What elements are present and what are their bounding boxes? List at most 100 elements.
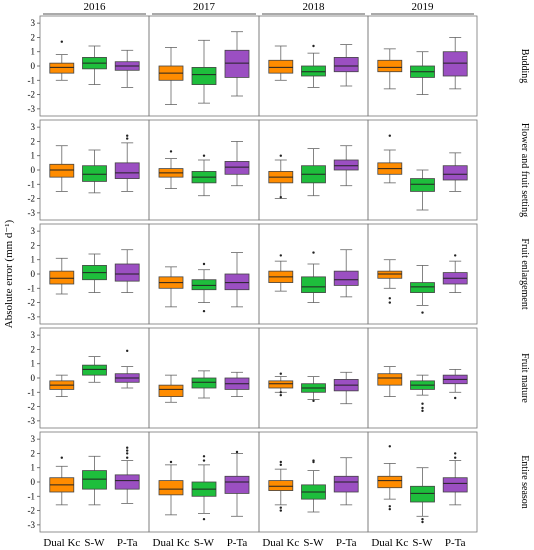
y-tick-label: 1 <box>31 151 36 161</box>
box <box>49 270 75 285</box>
outlier-point <box>169 460 173 464</box>
panel-frame <box>367 431 478 533</box>
outlier-point <box>126 456 129 459</box>
y-tick-label: 3 <box>31 434 36 444</box>
stage-label: Fruit enlargement <box>519 238 530 309</box>
box <box>114 474 140 490</box>
panel-frame <box>367 15 478 117</box>
y-axis-label: Absolute error (mm d⁻¹) <box>3 219 15 328</box>
outlier-point <box>421 409 424 413</box>
box <box>333 270 359 286</box>
outlier-point <box>279 460 282 464</box>
outlier-point <box>279 506 282 509</box>
x-tick-label: Dual Kc <box>153 537 190 549</box>
outlier-point <box>126 137 129 140</box>
x-tick-label: Dual Kc <box>43 537 80 549</box>
box <box>82 165 107 182</box>
outlier-point <box>388 505 391 508</box>
box <box>49 62 75 74</box>
x-tick-label: S-W <box>194 537 215 549</box>
year-label: 2018 <box>303 1 326 13</box>
y-tick-label: 0 <box>31 165 36 175</box>
outlier-point <box>421 517 424 521</box>
stage-label: Entire season <box>519 455 530 509</box>
y-tick-label: 0 <box>31 61 36 71</box>
box <box>158 384 184 397</box>
box <box>268 380 294 389</box>
box <box>224 273 250 291</box>
y-tick-label: 1 <box>31 463 36 473</box>
y-tick-label: 0 <box>31 269 36 279</box>
outlier-point <box>126 446 129 449</box>
y-tick-label: -2 <box>28 90 36 100</box>
box <box>301 65 326 77</box>
y-tick-label: -3 <box>28 520 36 530</box>
outlier-point <box>454 456 457 459</box>
y-tick-label: 2 <box>31 240 36 250</box>
outlier-point <box>202 262 206 266</box>
box <box>377 475 403 489</box>
box <box>82 470 107 490</box>
outlier-point <box>202 459 206 462</box>
outlier-point <box>388 445 391 448</box>
panel-frame <box>367 223 478 325</box>
y-tick-label: 2 <box>31 136 36 146</box>
outlier-point <box>388 297 391 300</box>
box <box>410 178 435 192</box>
x-tick-label: S-W <box>412 537 433 549</box>
y-tick-label: 3 <box>31 226 36 236</box>
outlier-point <box>279 254 282 257</box>
y-tick-label: -3 <box>28 416 36 426</box>
outlier-point <box>202 154 206 157</box>
outlier-point <box>126 134 129 137</box>
outlier-point <box>60 456 63 459</box>
box <box>410 485 435 503</box>
box <box>224 475 250 494</box>
x-tick-label: P-Ta <box>117 537 138 549</box>
outlier-point <box>388 301 391 304</box>
y-tick-label: 1 <box>31 255 36 265</box>
x-tick-label: S-W <box>303 537 324 549</box>
outlier-point <box>421 311 424 314</box>
y-tick-label: 3 <box>31 18 36 28</box>
stage-label: Flower and fruit setting <box>519 123 530 217</box>
y-tick-label: 2 <box>31 344 36 354</box>
box <box>82 364 107 376</box>
outlier-point <box>202 517 206 521</box>
y-tick-label: 1 <box>31 359 36 369</box>
box <box>191 67 217 85</box>
outlier-point <box>312 251 315 254</box>
y-tick-label: -2 <box>28 506 36 516</box>
outlier-point <box>279 393 282 397</box>
outlier-point <box>279 463 282 467</box>
box <box>410 282 435 293</box>
outlier-point <box>126 452 129 455</box>
box <box>442 51 468 77</box>
y-tick-label: -2 <box>28 298 36 308</box>
outlier-point <box>279 195 282 199</box>
outlier-point <box>388 134 391 137</box>
outlier-point <box>279 509 282 512</box>
box <box>442 165 468 181</box>
box <box>224 49 250 78</box>
outlier-point <box>202 309 206 313</box>
y-tick-label: -1 <box>28 491 36 501</box>
panel-frame <box>367 119 478 221</box>
box <box>268 59 294 74</box>
box <box>224 161 250 175</box>
box <box>333 475 359 493</box>
box <box>191 377 217 389</box>
outlier-point <box>279 391 282 394</box>
y-tick-label: 2 <box>31 448 36 458</box>
box <box>114 263 140 282</box>
y-tick-label: -1 <box>28 387 36 397</box>
x-tick-label: Dual Kc <box>371 537 408 549</box>
y-tick-label: 1 <box>31 47 36 57</box>
outlier-point <box>421 402 424 405</box>
outlier-point <box>454 254 457 257</box>
x-tick-label: S-W <box>84 537 105 549</box>
y-tick-label: 3 <box>31 122 36 132</box>
box <box>377 59 403 73</box>
stage-label: Budding <box>519 49 530 83</box>
outlier-point <box>60 40 63 43</box>
